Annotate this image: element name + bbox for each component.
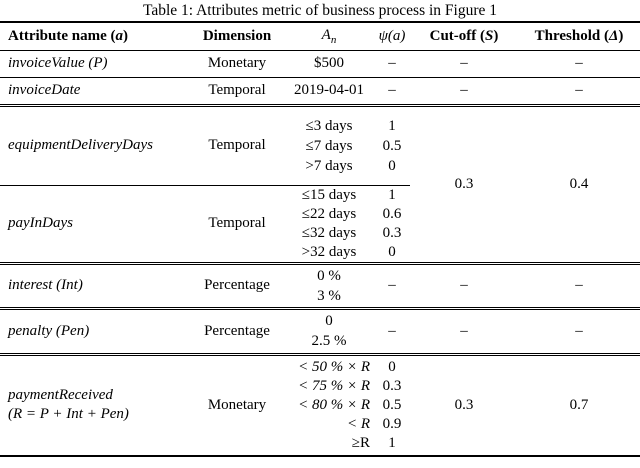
an-line: 3 %: [317, 287, 341, 304]
cutoff-cell: –: [410, 50, 518, 78]
an-line: ≥R: [351, 434, 370, 451]
dimension-cell: Temporal: [190, 185, 284, 265]
table-row-equipment-delivery-days: equipmentDeliveryDays Temporal ≤3 days ≤…: [0, 105, 640, 265]
threshold-cell: –: [518, 77, 640, 107]
table-caption: Table 1: Attributes metric of business p…: [142, 2, 498, 19]
psi-line: 0.5: [382, 396, 402, 413]
psi-cell: –: [374, 263, 410, 310]
threshold-cell: 0.4: [518, 105, 640, 265]
an-line: 0 %: [317, 267, 341, 284]
table-row-pay-in-days: payInDays Temporal ≤15 days ≤22 days ≤32…: [0, 185, 640, 265]
dimension-cell: Temporal: [190, 77, 284, 107]
psi-line: 1: [388, 117, 396, 134]
attribute-name-cell: invoiceDate: [0, 77, 190, 107]
dimension-cell: Monetary: [207, 396, 267, 413]
an-cell: ≤3 days ≤7 days >7 days: [284, 105, 374, 186]
an-line: >32 days: [301, 243, 357, 260]
an-cell: $500: [284, 50, 374, 78]
attribute-name-cell: penalty (Pen): [0, 308, 190, 356]
an-line: < 75 % × R: [298, 377, 370, 394]
cutoff-cell: 0.3: [410, 105, 518, 265]
an-line: 0: [325, 313, 333, 329]
an-cell: < 50 % × R < 75 % × R < 80 % × R < R ≥R: [284, 354, 374, 456]
table-header: Attribute name (a) Dimension An ψ(a) Cut…: [0, 22, 640, 51]
attributes-table: Attribute name (a) Dimension An ψ(a) Cut…: [0, 21, 640, 457]
an-line: ≤15 days: [301, 186, 357, 203]
psi-line: 0: [388, 157, 396, 174]
dimension-cell: Percentage: [190, 308, 284, 356]
psi-line: 0.3: [382, 224, 402, 241]
cutoff-cell: –: [410, 263, 518, 310]
dimension-cell: Temporal: [190, 105, 284, 186]
threshold-cell: –: [518, 50, 640, 78]
an-line: < 80 % × R: [298, 396, 370, 413]
attribute-name-cell: invoiceValue (P): [0, 50, 190, 78]
an-cell: 0 2.5 %: [284, 308, 374, 356]
an-cell: ≤15 days ≤22 days ≤32 days >32 days: [284, 185, 374, 265]
dimension-cell: Monetary: [190, 50, 284, 78]
psi-cell: 1 0.5 0: [374, 105, 410, 186]
attribute-name-cell: equipmentDeliveryDays: [0, 105, 190, 186]
attribute-name-cell: paymentReceived (R = P + Int + Pen): [0, 354, 190, 456]
table-row-invoice-date: invoiceDate Temporal 2019-04-01 – – –: [0, 77, 640, 107]
an-line: ≤7 days: [305, 137, 353, 154]
psi-cell: –: [374, 77, 410, 107]
header-psi: ψ(a): [374, 22, 410, 51]
psi-cell: 0 0.3 0.5 0.9 1: [374, 354, 410, 456]
dimension-cell: Percentage: [190, 263, 284, 310]
table-row-invoice-value: invoiceValue (P) Monetary $500 – – –: [0, 50, 640, 78]
psi-line: 0.9: [382, 415, 402, 432]
header-cutoff: Cut-off (S): [410, 22, 518, 51]
psi-cell: –: [374, 308, 410, 356]
cutoff-cell: –: [410, 77, 518, 107]
an-line: ≤32 days: [301, 224, 357, 241]
an-line: ≤3 days: [305, 117, 353, 134]
header-an: An: [284, 22, 374, 51]
table-row-payment-received: paymentReceived (R = P + Int + Pen) Mone…: [0, 354, 640, 456]
psi-line: 0.6: [382, 205, 402, 222]
attribute-name-cell: payInDays: [0, 185, 190, 265]
threshold-cell: 0.7: [569, 396, 589, 413]
psi-line: 0: [388, 243, 396, 260]
psi-cell: 1 0.6 0.3 0: [374, 185, 410, 265]
threshold-cell: –: [518, 308, 640, 356]
cutoff-cell: 0.3: [454, 396, 474, 413]
an-line: < R: [346, 415, 370, 432]
header-row: Attribute name (a) Dimension An ψ(a) Cut…: [0, 22, 640, 51]
an-line: 2.5 %: [311, 333, 347, 349]
an-cell: 0 % 3 %: [284, 263, 374, 310]
psi-line: 1: [388, 186, 396, 203]
threshold-cell: –: [518, 263, 640, 310]
psi-cell: –: [374, 50, 410, 78]
an-cell: 2019-04-01: [284, 77, 374, 107]
cutoff-cell: –: [410, 308, 518, 356]
attribute-name-line: paymentReceived: [8, 387, 113, 404]
an-line: >7 days: [305, 157, 353, 174]
attribute-name-line: (R = P + Int + Pen): [8, 406, 129, 423]
psi-line: 0.3: [382, 377, 402, 394]
an-line: < 50 % × R: [298, 358, 370, 375]
an-line: ≤22 days: [301, 205, 357, 222]
table-row-penalty: penalty (Pen) Percentage 0 2.5 % – – –: [0, 308, 640, 356]
psi-line: 0.5: [382, 137, 402, 154]
header-dimension: Dimension: [190, 22, 284, 51]
psi-line: 0: [388, 358, 396, 375]
psi-line: 1: [388, 434, 396, 451]
table-row-interest: interest (Int) Percentage 0 % 3 % – – –: [0, 263, 640, 310]
header-threshold: Threshold (Δ): [518, 22, 640, 51]
attribute-name-cell: interest (Int): [0, 263, 190, 310]
header-attribute-name: Attribute name (a): [0, 22, 190, 51]
